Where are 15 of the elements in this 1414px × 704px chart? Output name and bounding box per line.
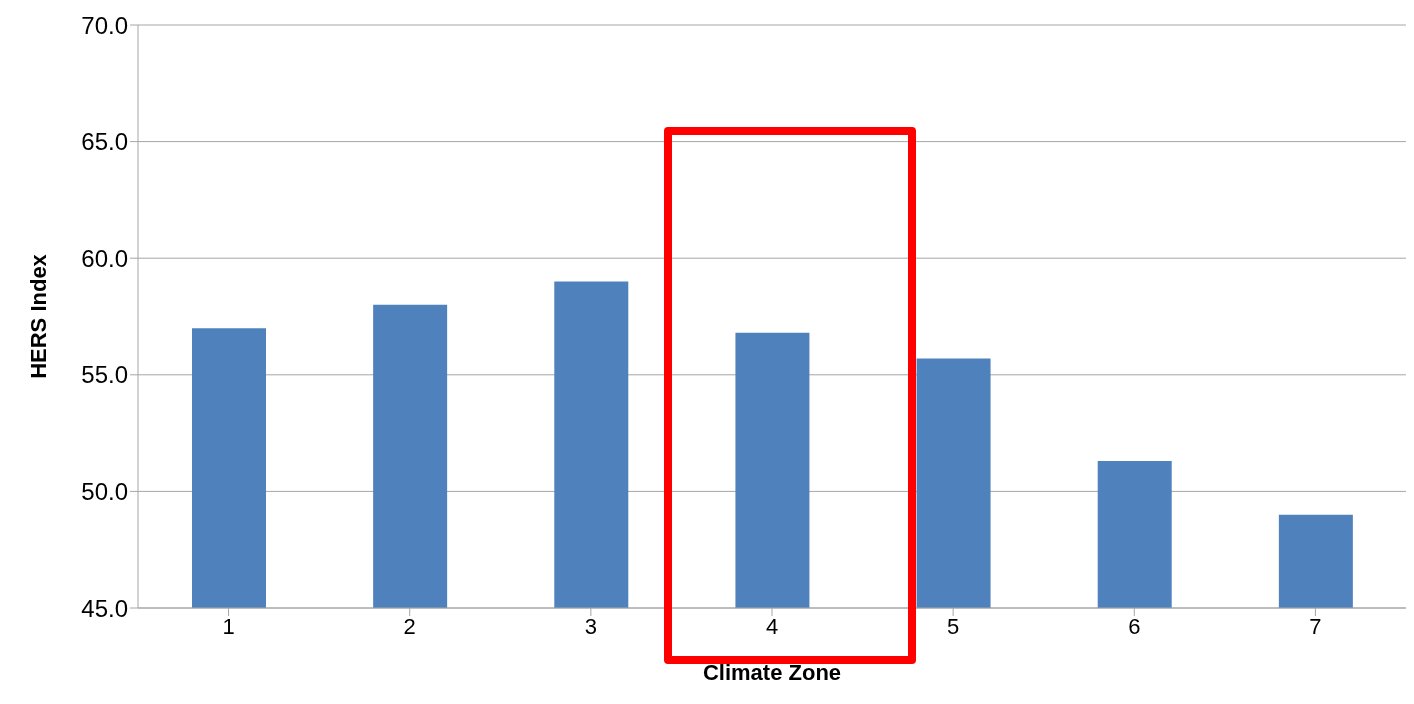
x-tick-label: 7 [1309,613,1322,639]
y-tick-label: 50.0 [81,477,128,505]
y-tick-label: 45.0 [81,594,128,622]
x-tick-label: 4 [765,613,779,639]
y-tick-label: 60.0 [81,244,128,272]
x-tick-label: 1 [222,613,235,639]
x-axis-title: Climate Zone [702,660,842,685]
x-tick-label: 2 [403,613,416,639]
y-tick-label: 65.0 [81,128,128,156]
x-tick-label: 3 [584,613,597,639]
y-tick-label: 55.0 [81,361,128,389]
y-tick-label: 70.0 [81,11,128,39]
x-tick-label: 6 [1128,613,1141,639]
x-tick-label: 5 [947,613,960,639]
y-axis-title: HERS Index [25,253,51,379]
